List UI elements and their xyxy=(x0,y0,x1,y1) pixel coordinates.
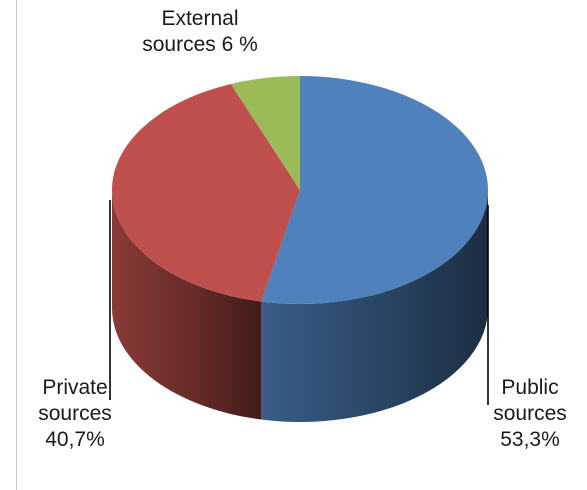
slice-label-external-line1: External xyxy=(161,7,239,30)
slice-label-private-line1: Private xyxy=(42,376,108,399)
pie-slice-0 xyxy=(261,76,489,305)
pie-slice-1 xyxy=(111,84,300,302)
slice-label-private: Private sources 40,7% xyxy=(20,375,130,453)
pie-slice-2 xyxy=(230,76,300,190)
pie-wall-1 xyxy=(112,190,262,420)
slice-label-public-line1: Public xyxy=(501,376,559,399)
frame-border-line xyxy=(16,0,17,490)
slice-label-external: External sources 6 % xyxy=(110,6,290,58)
slice-label-private-line2: sources xyxy=(38,402,112,425)
slice-label-public: Public sources 53,3% xyxy=(480,375,580,453)
slice-label-external-line2: sources 6 % xyxy=(142,33,258,56)
slice-label-private-value: 40,7% xyxy=(45,428,105,451)
slice-label-public-line2: sources xyxy=(493,402,567,425)
slice-label-public-value: 53,3% xyxy=(500,428,560,451)
pie-wall-0 xyxy=(261,190,488,422)
